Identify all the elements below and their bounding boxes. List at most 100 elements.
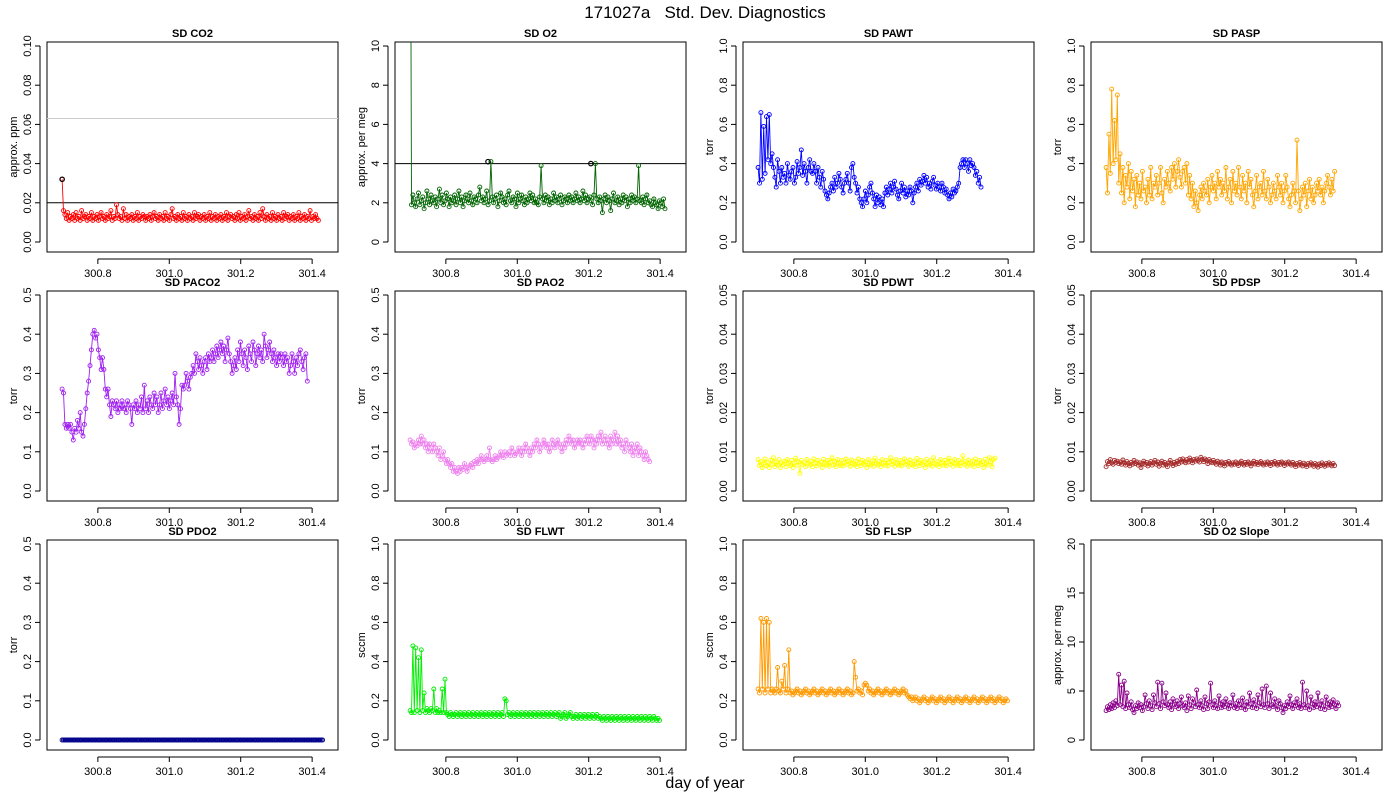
data-point [1332,463,1338,468]
y-tick-label: 0.5 [22,536,34,551]
x-tick-label: 301.4 [994,517,1022,529]
data-point [794,159,800,165]
data-point [830,188,836,194]
data-point [641,202,647,208]
data-point [818,184,824,190]
data-point [418,647,424,653]
data-point [1163,690,1169,696]
x-tick-label: 301.2 [227,517,255,529]
data-point [924,456,930,462]
data-point [421,206,427,212]
data-point [296,210,302,216]
series-group [59,176,321,223]
data-point [551,190,557,196]
series-group [407,429,653,476]
data-point [1191,204,1197,210]
data-point [175,402,181,408]
data-point [274,363,280,369]
data-point [254,351,260,357]
data-point [1322,188,1328,194]
y-tick-label: 0.05 [1066,284,1078,305]
data-point [1119,682,1124,688]
data-point [424,188,430,194]
data-point [961,165,967,170]
data-point [587,441,593,447]
x-tick-label: 300.8 [780,766,808,778]
x-tick-label: 300.8 [84,268,112,280]
y-tick-label: 0.2 [370,405,382,420]
data-point [1263,683,1269,689]
data-point [1106,707,1112,713]
y-axis-label: torr [704,387,716,404]
data-point [591,192,597,198]
data-point [772,174,778,180]
data-point [1259,192,1265,198]
y-tick-label: 0.02 [718,402,730,423]
data-point [855,456,861,462]
data-point [1163,184,1169,190]
data-point [797,470,803,476]
data-point [460,204,466,210]
data-point [1110,161,1116,167]
data-point [1280,200,1286,206]
data-point [846,180,852,186]
data-point [475,192,481,198]
highlight-point [59,176,65,183]
y-tick-label: 0.0 [22,732,34,747]
x-tick-label: 301.4 [298,517,326,529]
data-point [1187,172,1193,178]
data-point [1230,692,1236,698]
x-tick-label: 300.8 [432,766,460,778]
data-point [100,355,105,361]
data-point [1266,706,1272,712]
data-point [1162,703,1168,709]
x-tick-label: 300.8 [1128,268,1156,280]
data-point [1287,204,1293,210]
data-point [609,196,615,202]
data-point [1255,196,1261,202]
y-axis-label: approx. per meg [356,107,368,187]
data-point [295,363,300,369]
data-point [1298,196,1304,202]
data-point [533,445,538,451]
data-point [812,168,818,174]
data-point [967,157,973,163]
y-tick-label: 0.2 [718,693,730,708]
panel-pawt: SD PAWT torr 0.0 0.2 0.4 0.6 0.8 1.0 300.8 301.0 3… [704,28,1035,280]
x-tick-label: 301.2 [227,268,255,280]
data-point [297,347,303,353]
data-point [1184,708,1190,714]
x-tick-label: 300.8 [432,517,460,529]
data-point [192,370,197,376]
panel-flwt: SD FLWT sccm 0.0 0.2 0.4 0.6 0.8 1.0 300.8 301.0 3… [356,526,687,778]
data-point [924,174,930,180]
data-point [423,200,428,206]
data-point [1316,176,1322,182]
panel-title: SD PDO2 [168,526,216,538]
data-point [591,445,597,451]
data-point [864,465,870,470]
data-point [436,445,442,451]
data-point [166,406,172,412]
data-point [118,406,124,412]
data-point [1251,458,1257,464]
data-point [282,351,288,357]
data-point [911,190,917,196]
data-point [1209,172,1215,178]
data-point [612,429,618,435]
y-tick-label: 0.8 [1066,78,1078,93]
data-point [1106,131,1112,137]
data-point [146,410,151,416]
data-point [1212,698,1218,704]
data-point [862,188,868,194]
data-point [68,421,73,427]
data-point [1241,188,1247,194]
data-point [413,204,419,210]
data-point [119,398,125,404]
data-point [228,359,234,365]
data-point [1304,688,1310,694]
data-point [1312,192,1318,198]
x-tick-label: 301.0 [1200,766,1228,778]
data-point [928,186,934,192]
